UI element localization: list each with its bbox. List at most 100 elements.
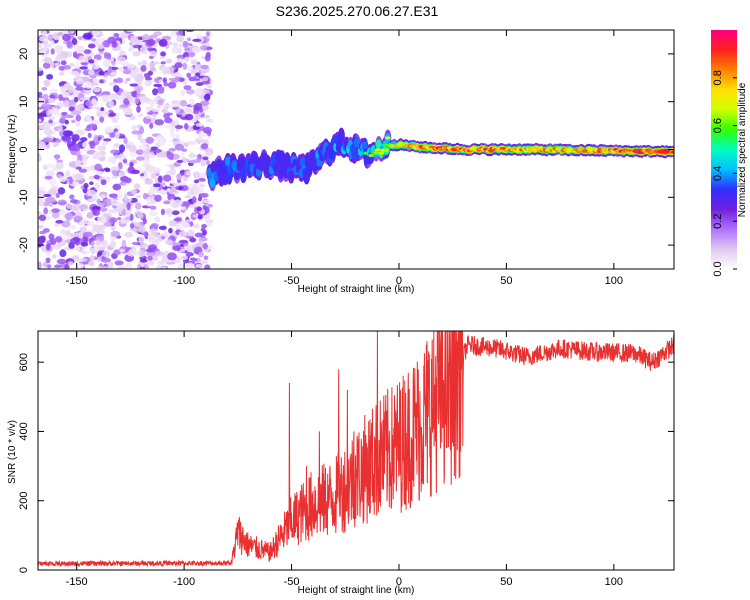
spectrogram-noise-cell (115, 112, 120, 121)
spectrogram-noise-cell (48, 119, 53, 124)
spectrogram-noise-cell (196, 206, 203, 212)
spectrogram-noise-cell (64, 119, 69, 125)
spectrogram-noise-cell (79, 226, 87, 233)
spectrogram-noise-cell (138, 236, 145, 244)
spectrogram-signal-cell (279, 153, 286, 164)
spectrogram-noise-cell (118, 67, 123, 72)
spectrogram-noise-cell (190, 59, 198, 65)
spectrogram-noise-cell (138, 113, 144, 118)
snr-panel: -150 -100 -50 0 50 100 0 200 400 600 Height of s… (7, 330, 675, 596)
spectrogram-noise-cell (205, 31, 211, 37)
spectrogram-noise-cell (113, 85, 120, 93)
spectrogram-noise-cell (154, 194, 162, 202)
spectrogram-noise-cell (166, 152, 174, 160)
spectrogram-noise-cell (52, 143, 58, 148)
spectrogram-noise-cell (88, 260, 94, 266)
spectrogram-noise-cell (108, 112, 117, 117)
spectrogram-noise-cell (69, 204, 79, 212)
spectrogram-noise-cell (176, 173, 183, 181)
spectrogram-signal-cell (299, 156, 306, 167)
spectrogram-x-tick-label: 0 (396, 275, 402, 287)
spectrogram-noise-cell (48, 104, 53, 110)
spectrogram-noise-cell (95, 38, 105, 44)
spectrogram-noise-cell (109, 93, 118, 101)
spectrogram-noise-cell (185, 252, 194, 257)
spectrogram-noise-cell (53, 108, 60, 116)
spectrogram-noise-cell (178, 239, 189, 244)
snr-frame (37, 330, 675, 571)
spectrogram-noise-cell (137, 132, 142, 141)
spectrogram-noise-cell (113, 249, 122, 256)
spectrogram-y-tick-label: -20 (18, 237, 30, 253)
spectrogram-noise-cell (75, 247, 81, 251)
spectrogram-noise-cell (168, 227, 173, 234)
spectrogram-noise-cell (101, 200, 112, 207)
spectrogram-noise-cell (101, 94, 110, 102)
spectrogram-noise-cell (198, 132, 204, 139)
spectrogram-noise-cell (123, 232, 134, 238)
spectrogram-noise-cell (144, 78, 153, 87)
spectrogram-noise-cell (103, 51, 109, 59)
snr-y-tick-label: 200 (18, 492, 30, 510)
spectrogram-noise-cell (44, 122, 54, 127)
spectrogram-noise-cell (93, 174, 100, 180)
spectrogram-noise-cell (46, 110, 51, 116)
spectrogram-noise-cell (86, 221, 91, 226)
spectrogram-noise-cell (55, 192, 60, 198)
spectrogram-noise-cell (97, 43, 104, 50)
spectrogram-noise-cell (93, 134, 99, 143)
spectrogram-noise-cell (150, 99, 155, 108)
spectrogram-noise-cell (83, 147, 90, 152)
spectrogram-noise-cell (169, 164, 175, 169)
spectrogram-noise-cell (89, 254, 95, 262)
spectrogram-noise-cell (151, 108, 160, 113)
spectrogram-noise-cell (173, 217, 182, 222)
spectrogram-signal-cell (353, 137, 360, 148)
spectrogram-noise-cell (59, 249, 67, 258)
spectrogram-noise-cell (79, 97, 90, 101)
spectrogram-noise-cell (131, 125, 138, 130)
spectrogram-noise-cell (63, 99, 70, 108)
spectrogram-noise-cell (87, 132, 92, 139)
spectrogram-noise-cell (75, 75, 82, 79)
spectrogram-noise-cell (89, 141, 96, 149)
spectrogram-noise-cell (122, 69, 132, 75)
spectrogram-noise-cell (38, 188, 44, 196)
spectrogram-noise-cell (70, 110, 81, 116)
spectrogram-noise-cell (195, 264, 203, 268)
spectrogram-noise-cell (57, 187, 66, 195)
spectrogram-noise-cell (152, 254, 159, 262)
spectrogram-noise-cell (99, 79, 104, 84)
spectrogram-noise-cell (78, 168, 88, 173)
spectrogram-noise-cell (74, 159, 81, 166)
spectrogram-noise-cell (38, 214, 47, 222)
spectrogram-noise-cell (69, 99, 76, 107)
spectrogram-noise-cell (139, 243, 149, 249)
spectrogram-peak-cell (374, 148, 381, 152)
spectrogram-noise-cell (111, 41, 118, 48)
spectrogram-noise-cell (88, 175, 95, 180)
spectrogram-noise-cell (109, 72, 118, 76)
spectrogram-noise-cell (176, 222, 182, 229)
spectrogram-noise-cell (126, 250, 137, 257)
spectrogram-noise-cell (179, 99, 187, 107)
colorbar-ticks: 0.0 0.2 0.4 0.6 0.8 (712, 70, 737, 277)
spectrogram-noise-cell (136, 213, 144, 219)
spectrogram-noise-cell (55, 56, 66, 62)
spectrogram-noise-cell (101, 141, 109, 146)
spectrogram-noise-cell (139, 266, 146, 269)
spectrogram-noise-cell (49, 88, 58, 93)
spectrogram-noise-cell (99, 116, 105, 123)
spectrogram-noise-cell (157, 85, 165, 94)
spectrogram-noise-cell (86, 198, 95, 203)
spectrogram-noise-cell (91, 30, 101, 37)
spectrogram-noise-cell (47, 98, 56, 103)
spectrogram-noise-cell (145, 136, 155, 144)
spectrogram-noise-cell (179, 249, 186, 253)
spectrogram-noise-cell (139, 259, 148, 263)
spectrogram-noise-cell (60, 229, 67, 235)
spectrogram-noise-cell (194, 102, 203, 110)
spectrogram-noise-cell (131, 130, 141, 135)
snr-x-tick-label: 50 (500, 576, 512, 588)
spectrogram-noise-cell (53, 45, 64, 52)
